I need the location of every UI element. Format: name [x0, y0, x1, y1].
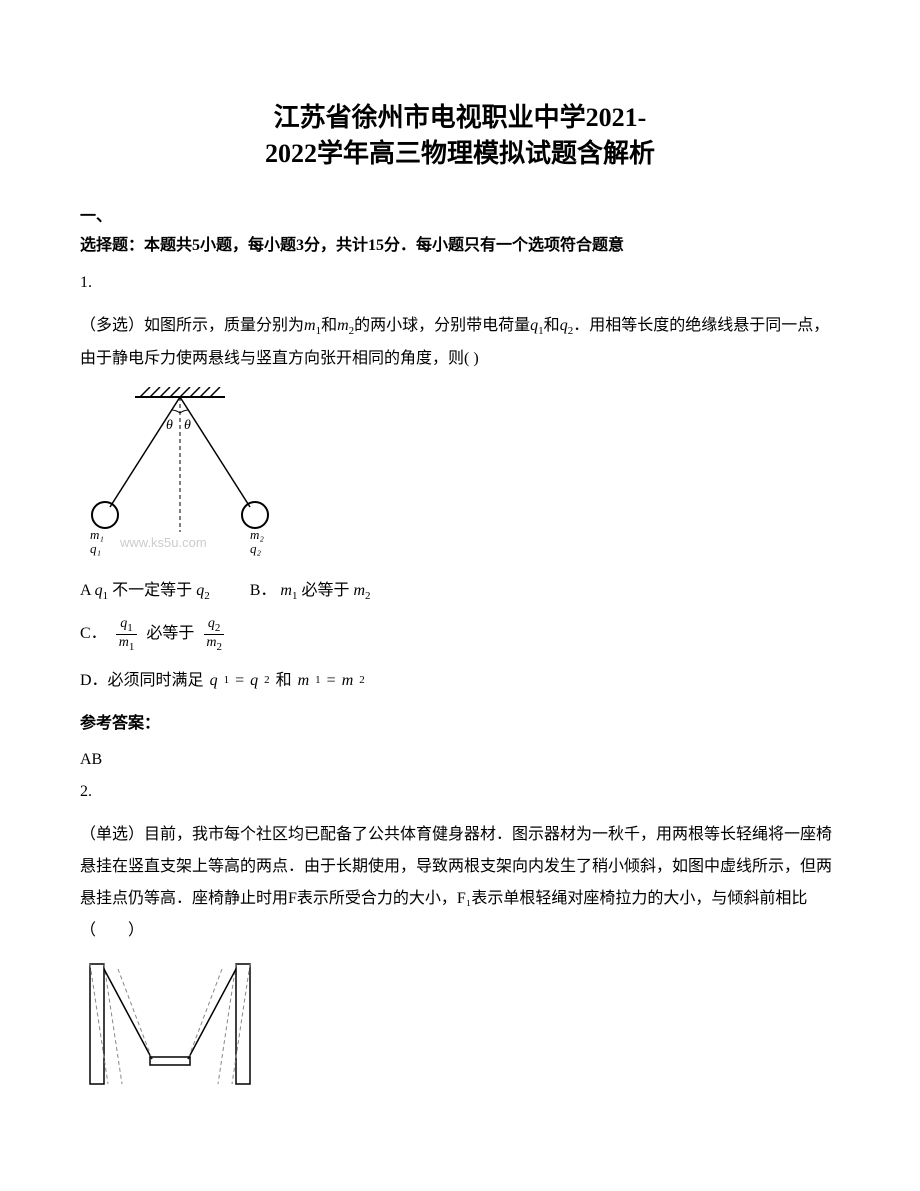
q1-text-part1: （多选）如图所示，质量分别为	[80, 317, 304, 334]
q1-m2: m	[337, 317, 349, 334]
q1-option-d: D．必须同时满足q1 = q2和m1 = m2	[80, 667, 840, 696]
q1-option-a: A q1 不一定等于 q2	[80, 576, 210, 602]
svg-text:θ: θ	[166, 418, 173, 433]
q1-q1: q	[530, 317, 538, 334]
q1-mid1: 和	[321, 317, 337, 334]
q1-m1: m	[304, 317, 316, 334]
q1-optD-mid: 和	[276, 667, 292, 696]
q2-diagram	[80, 959, 840, 1094]
q1-optB-text: 必等于	[301, 582, 349, 599]
svg-text:www.ks5u.com: www.ks5u.com	[119, 535, 207, 550]
q1-optD-prefix: D．必须同时满足	[80, 667, 204, 696]
title-line-2: 2022学年高三物理模拟试题含解析	[80, 136, 840, 172]
q1-mid3: 和	[544, 317, 560, 334]
q1-optA-text: 不一定等于	[112, 582, 192, 599]
q1-mid2: 的两小球，分别带电荷量	[354, 317, 530, 334]
q1-options-ab: A q1 不一定等于 q2 B． m1 必等于 m2	[80, 576, 840, 602]
q1-text: （多选）如图所示，质量分别为m1和m2的两小球，分别带电荷量q1和q2．用相等长…	[80, 310, 840, 374]
q1-number: 1.	[80, 274, 840, 292]
svg-text:θ: θ	[184, 418, 191, 433]
q1-option-b: B． m1 必等于 m2	[250, 576, 371, 602]
q1-optC-prefix: C．	[80, 620, 107, 649]
q2-text: （单选）目前，我市每个社区均已配备了公共体育健身器材．图示器材为一秋千，用两根等…	[80, 819, 840, 947]
q1-option-c: C． q1 m1 必等于 q2 m2	[80, 616, 840, 653]
svg-text:m₂: m₂	[250, 527, 264, 542]
q1-optC-text: 必等于	[146, 620, 194, 649]
svg-text:m₁: m₁	[90, 527, 104, 542]
q1-diagram: θ θ m₁ q₁ m₂ q₂ www.ks5u.com	[80, 387, 840, 562]
section-prefix: 一、	[80, 208, 112, 225]
title-line-1: 江苏省徐州市电视职业中学2021-	[80, 100, 840, 136]
section-header-text: 选择题：本题共5小题，每小题3分，共计15分．每小题只有一个选项符合题意	[80, 237, 624, 254]
svg-text:q₂: q₂	[250, 541, 262, 556]
q2-number: 2.	[80, 783, 840, 801]
q1-answer: AB	[80, 751, 840, 769]
q1-optB-prefix: B．	[250, 582, 277, 599]
svg-text:q₁: q₁	[90, 541, 101, 556]
q1-answer-label: 参考答案：	[80, 709, 840, 733]
q1-optA-prefix: A	[80, 582, 91, 599]
q1-q2: q	[560, 317, 568, 334]
